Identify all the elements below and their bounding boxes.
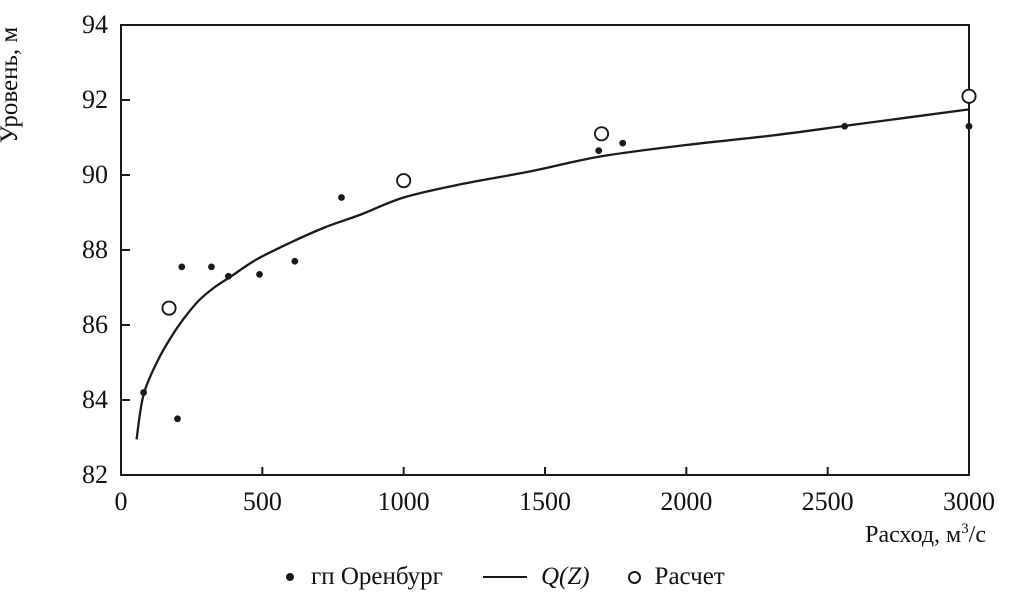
y-tick-label: 82 <box>82 460 108 489</box>
x-tick-label: 3000 <box>943 487 995 516</box>
legend-item-raschet: Расчет <box>627 563 725 591</box>
qz-curve <box>135 108 970 440</box>
legend-label-gp-orenburg: гп Оренбург <box>311 563 443 590</box>
x-tick-label: 500 <box>242 487 282 516</box>
x-axis-title-superscript: 3 <box>961 521 969 537</box>
y-tick-label: 88 <box>82 235 108 264</box>
data-point-computed <box>593 126 610 142</box>
y-tick-label: 84 <box>82 385 108 414</box>
x-tick-label: 1000 <box>377 487 430 516</box>
data-point-observed <box>256 270 263 278</box>
data-point-observed <box>965 122 973 130</box>
data-point-computed <box>961 88 977 104</box>
y-axis-title: Уровень, м <box>0 27 23 144</box>
data-point-observed <box>619 139 627 147</box>
legend-item-qz: Q(Z) <box>482 563 590 591</box>
data-point-computed <box>161 300 177 316</box>
legend-label-raschet: Расчет <box>654 563 725 590</box>
data-point-observed <box>338 194 345 201</box>
x-axis-title: Расход, м3/с <box>700 522 986 549</box>
x-tick-label: 1500 <box>519 487 571 516</box>
legend: гп Оренбург Q(Z) Расчет <box>286 560 725 594</box>
filled-dot-icon <box>286 573 294 581</box>
y-tick-label: 92 <box>82 85 108 114</box>
x-axis-title-suffix: /с <box>968 522 986 548</box>
data-point-observed <box>595 147 603 155</box>
x-tick-label: 0 <box>114 487 128 516</box>
data-point-computed <box>396 173 412 189</box>
data-point-observed <box>208 263 215 271</box>
y-tick-label: 94 <box>82 10 108 39</box>
y-tick-label: 90 <box>82 160 108 189</box>
x-tick-label: 2500 <box>801 487 854 516</box>
data-point-observed <box>291 257 299 265</box>
data-point-observed <box>174 415 181 423</box>
y-tick-label: 86 <box>82 310 108 339</box>
line-icon <box>482 576 527 578</box>
open-circle-icon <box>627 570 641 584</box>
legend-item-gp-orenburg: гп Оренбург <box>286 563 443 591</box>
x-axis-title-prefix: Расход, м <box>865 522 962 548</box>
x-tick-label: 2000 <box>660 487 713 516</box>
plot-border <box>120 24 970 476</box>
legend-label-qz: Q(Z) <box>540 563 590 590</box>
data-point-observed <box>178 263 186 271</box>
